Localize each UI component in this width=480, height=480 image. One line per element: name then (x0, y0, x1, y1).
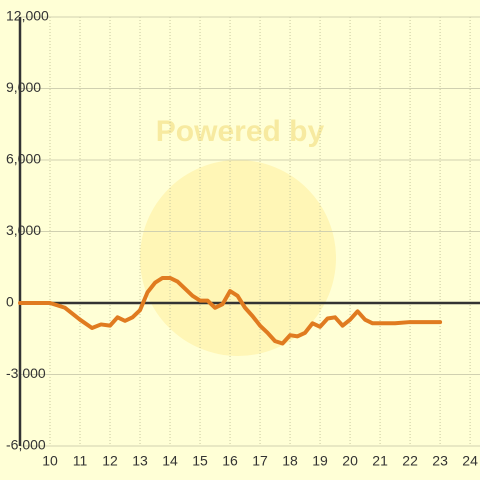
x-tick-label: 16 (222, 453, 238, 469)
y-tick-label: 9,000 (6, 79, 41, 95)
data-line (18, 275, 443, 346)
x-tick-label: 20 (342, 453, 358, 469)
x-tick-label: 15 (192, 453, 208, 469)
watermark-logo (140, 160, 336, 356)
x-tick-label: 23 (432, 453, 448, 469)
y-tick-label: 12,000 (6, 8, 49, 24)
x-tick-label: 17 (252, 453, 268, 469)
x-tick-label: 18 (282, 453, 298, 469)
y-tick-label: 3,000 (6, 222, 41, 238)
x-tick-label: 14 (162, 453, 178, 469)
x-tick-label: 21 (372, 453, 388, 469)
x-tick-label: 11 (73, 453, 88, 469)
y-tick-label: -6,000 (6, 437, 46, 453)
y-tick-label: 0 (6, 294, 14, 310)
x-tick-label: 12 (102, 453, 118, 469)
y-tick-label: 6,000 (6, 151, 41, 167)
x-tick-label: 13 (132, 453, 148, 469)
x-tick-label: 10 (42, 453, 58, 469)
x-tick-label: 19 (312, 453, 328, 469)
watermark: Powered by (156, 115, 325, 148)
x-tick-label: 24 (462, 453, 478, 469)
y-tick-label: -3,000 (6, 365, 46, 381)
x-tick-label: 22 (402, 453, 418, 469)
